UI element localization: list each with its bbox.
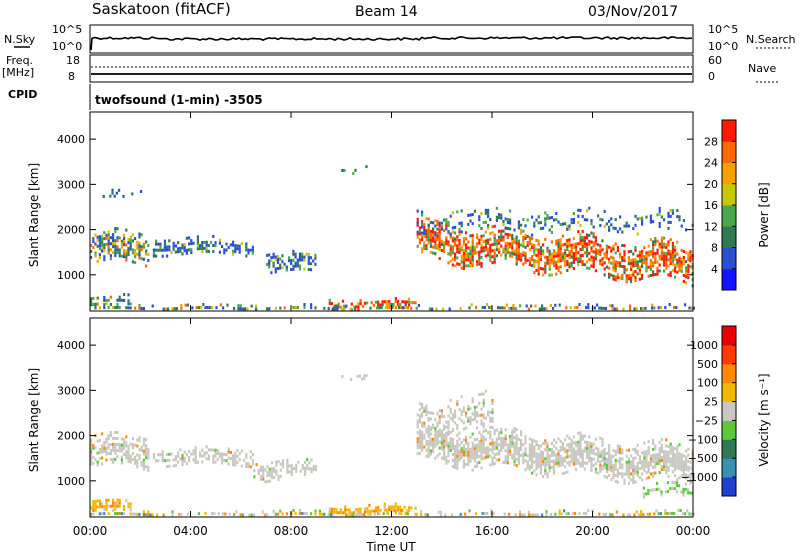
colorbar-tick-label: −1000	[681, 471, 718, 484]
y-tick-label: 2000	[57, 430, 85, 443]
velocity-y-ticks: 4000 3000 2000 1000	[57, 339, 693, 488]
x-tick-label: 12:00	[374, 524, 409, 538]
colorbar-swatch	[722, 226, 736, 248]
colorbar-swatch	[722, 205, 736, 227]
nsearch-label: N.Search	[746, 33, 796, 46]
nsky-tick-top: 10^5	[52, 23, 82, 36]
nave-tick-top: 60	[708, 54, 722, 67]
colorbar-swatch	[722, 141, 736, 163]
nsearch-tick-top: 10^5	[708, 23, 738, 36]
date-label: 03/Nov/2017	[588, 4, 678, 20]
station-title: Saskatoon (fitACF)	[92, 0, 231, 18]
velocity-colorbar: 1000 500 100 25 −25 −100 −500 −1000	[681, 325, 737, 497]
y-tick-label: 4000	[57, 339, 85, 352]
colorbar-tick-label: 16	[704, 199, 718, 212]
colorbar-swatch	[722, 344, 736, 365]
freq-panel: Freq. [MHz] 18 8 60 0 Nave	[2, 54, 778, 83]
colorbar-swatch	[722, 162, 736, 185]
y-tick-label: 4000	[57, 133, 85, 146]
y-tick-label: 3000	[57, 178, 85, 191]
x-tick-label: 00:00	[73, 524, 108, 538]
colorbar-tick-label: −500	[688, 452, 718, 465]
colorbar-tick-label: 1000	[690, 339, 718, 352]
x-tick-label: 04:00	[173, 524, 208, 538]
nave-label: Nave	[748, 62, 776, 75]
y-tick-label: 1000	[57, 269, 85, 282]
power-y-ticks: 4000 3000 2000 1000	[57, 133, 693, 282]
colorbar-swatch	[722, 439, 736, 459]
colorbar-swatch	[722, 326, 736, 346]
colorbar-tick-label: 20	[704, 178, 718, 191]
power-colorbar-label: Power [dB]	[757, 182, 771, 247]
velocity-ylabel: Slant Range [km]	[27, 368, 41, 472]
x-axis: 00:00 04:00 08:00 12:00 16:00 20:00 00:00	[73, 112, 711, 538]
nsky-label: N.Sky	[4, 33, 36, 46]
nsky-tick-bottom: 10^0	[52, 40, 82, 53]
colorbar-swatch	[722, 477, 736, 497]
colorbar-tick-label: −100	[688, 433, 718, 446]
nave-tick-bottom: 0	[708, 70, 715, 83]
colorbar-swatch	[722, 458, 736, 478]
power-colorbar: 28 24 20 16 12 8 4	[704, 119, 737, 291]
colorbar-swatch	[722, 247, 736, 270]
x-tick-label: 08:00	[274, 524, 309, 538]
colorbar-tick-label: 24	[704, 157, 718, 170]
velocity-panel: 4000 3000 2000 1000 Slant Range [km] 1000 50…	[27, 317, 771, 518]
x-tick-label: 20:00	[575, 524, 610, 538]
velocity-scatter	[90, 374, 695, 518]
colorbar-swatch	[722, 183, 736, 206]
colorbar-swatch	[722, 382, 736, 403]
colorbar-tick-label: 28	[704, 135, 718, 148]
colorbar-swatch	[722, 420, 736, 440]
y-tick-label: 3000	[57, 384, 85, 397]
colorbar-tick-label: −25	[695, 414, 718, 427]
velocity-colorbar-label: Velocity [m s⁻¹]	[757, 373, 771, 466]
beam-label: Beam 14	[355, 4, 418, 20]
nsky-line	[90, 35, 693, 51]
freq-tick-top: 18	[66, 54, 80, 67]
colorbar-swatch	[722, 401, 736, 421]
x-axis-label: Time UT	[365, 540, 416, 554]
colorbar-swatch	[722, 268, 736, 291]
power-scatter	[90, 165, 695, 312]
power-panel: 4000 3000 2000 1000 Slant Range [km] 28 24 20…	[27, 111, 771, 312]
colorbar-tick-label: 12	[704, 220, 718, 233]
freq-unit: [MHz]	[2, 66, 34, 79]
cpid-value: twofsound (1-min) -3505	[95, 93, 263, 107]
colorbar-tick-label: 8	[711, 242, 718, 255]
nsky-panel: N.Sky 10^5 10^0 10^5 10^0 N.Search	[4, 23, 796, 54]
colorbar-swatch	[722, 363, 736, 384]
colorbar-tick-label: 25	[704, 396, 718, 409]
x-tick-label: 00:00	[676, 524, 711, 538]
colorbar-tick-label: 100	[697, 377, 718, 390]
freq-label: Freq.	[6, 54, 33, 67]
freq-tick-bottom: 8	[68, 70, 75, 83]
cpid-label: CPID	[8, 88, 37, 101]
y-tick-label: 2000	[57, 224, 85, 237]
y-tick-label: 1000	[57, 475, 85, 488]
nsearch-tick-bottom: 10^0	[708, 40, 738, 53]
x-tick-label: 16:00	[475, 524, 510, 538]
colorbar-tick-label: 4	[711, 263, 718, 276]
power-ylabel: Slant Range [km]	[27, 163, 41, 267]
colorbar-swatch	[722, 120, 736, 142]
colorbar-tick-label: 500	[697, 358, 718, 371]
